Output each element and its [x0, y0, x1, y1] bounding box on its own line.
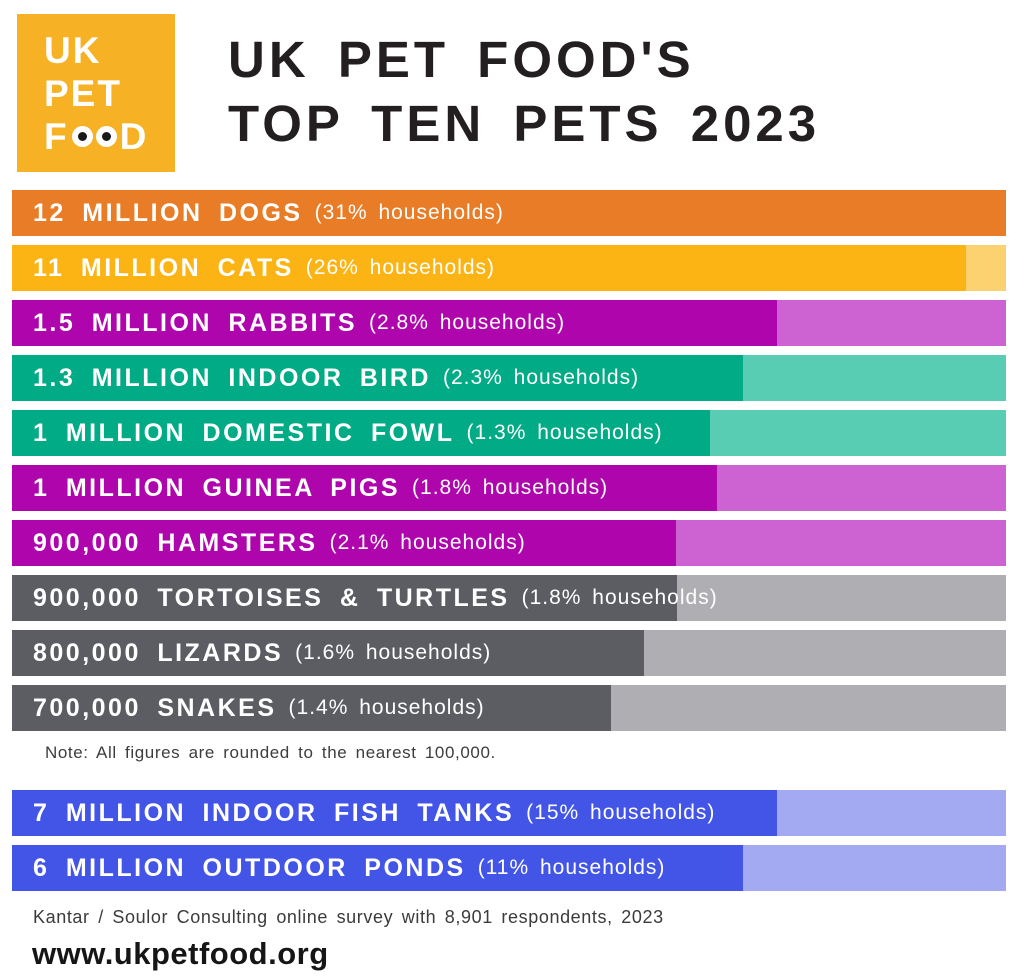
bar-sublabel: (1.6% households): [295, 641, 492, 664]
rounding-note: Note: All figures are rounded to the nea…: [45, 743, 496, 762]
bar-rabbits: 1.5 MILLION RABBITS (2.8% households): [12, 300, 1006, 346]
bar-label: 12 MILLION DOGS: [33, 198, 303, 227]
bar-sublabel: (1.8% households): [521, 586, 718, 609]
bar-hamsters: 900,000 HAMSTERS (2.1% households): [12, 520, 1006, 566]
bar-guinea-pigs: 1 MILLION GUINEA PIGS (1.8% households): [12, 465, 1006, 511]
bar-fill: 11 MILLION CATS (26% households): [12, 245, 967, 291]
header: UK PET F D UK PET FOOD'S TOP TEN PETS 20…: [0, 0, 1024, 190]
logo-text-uk: UK: [44, 29, 102, 71]
bar-label: 11 MILLION CATS: [33, 253, 294, 282]
bar-sublabel: (2.1% households): [329, 531, 526, 554]
bar-label: 1 MILLION GUINEA PIGS: [33, 473, 401, 502]
bar-sublabel: (26% households): [305, 256, 496, 279]
bar-snakes: 700,000 SNAKES (1.4% households): [12, 685, 1006, 731]
bar-sublabel: (1.8% households): [412, 476, 609, 499]
bar-fill: 6 MILLION OUTDOOR PONDS (11% households): [12, 845, 743, 891]
bar-outdoor-ponds: 6 MILLION OUTDOOR PONDS (11% households): [12, 845, 1006, 891]
page-title: UK PET FOOD'S TOP TEN PETS 2023: [228, 28, 820, 156]
bar-lizards: 800,000 LIZARDS (1.6% households): [12, 630, 1006, 676]
section-gap: [12, 763, 1006, 790]
bar-fill: 1.3 MILLION INDOOR BIRD (2.3% households…: [12, 355, 743, 401]
bar-fill: 700,000 SNAKES (1.4% households): [12, 685, 612, 731]
bar-sublabel: (2.3% households): [442, 366, 640, 389]
logo-text-food: F D: [44, 116, 175, 157]
bar-label: 700,000 SNAKES: [33, 693, 277, 722]
bar-sublabel: (11% households): [477, 856, 666, 879]
bar-sublabel: (1.4% households): [288, 696, 485, 719]
bar-label: 6 MILLION OUTDOOR PONDS: [33, 853, 466, 882]
page-title-line2: TOP TEN PETS 2023: [228, 95, 821, 152]
bar-domestic-fowl: 1 MILLION DOMESTIC FOWL (1.3% households…: [12, 410, 1006, 456]
ukpetfood-logo: UK PET F D: [17, 14, 175, 172]
bar-sublabel: (1.3% households): [466, 421, 663, 444]
logo-text-pet: PET: [44, 72, 122, 114]
bar-indoor-bird: 1.3 MILLION INDOOR BIRD (2.3% households…: [12, 355, 1006, 401]
bar-label: 1.5 MILLION RABBITS: [33, 308, 358, 337]
bar-sublabel: (2.8% households): [369, 311, 566, 334]
bar-dogs: 12 MILLION DOGS (31% households): [12, 190, 1006, 236]
bar-fill: 900,000 HAMSTERS (2.1% households): [12, 520, 676, 566]
bar-sublabel: (31% households): [314, 201, 504, 224]
bar-label: 900,000 HAMSTERS: [33, 528, 318, 557]
logo-eye-dot-icon: [71, 125, 93, 147]
bar-label: 1 MILLION DOMESTIC FOWL: [33, 418, 455, 447]
bar-fill: 7 MILLION INDOOR FISH TANKS (15% househo…: [12, 790, 778, 836]
bar-label: 800,000 LIZARDS: [33, 638, 284, 667]
bar-fill: 900,000 TORTOISES & TURTLES (1.8% househ…: [12, 575, 717, 621]
survey-source: Kantar / Soulor Consulting online survey…: [33, 907, 664, 927]
bar-fill: 1 MILLION GUINEA PIGS (1.8% households): [12, 465, 717, 511]
bar-fill: 1 MILLION DOMESTIC FOWL (1.3% households…: [12, 410, 710, 456]
bar-label: 1.3 MILLION INDOOR BIRD: [33, 363, 431, 392]
website-url: www.ukpetfood.org: [32, 936, 329, 971]
bar-fill: 1.5 MILLION RABBITS (2.8% households): [12, 300, 778, 346]
logo-eye-dot-icon: [95, 125, 117, 147]
logo-letter-d: D: [119, 115, 149, 157]
bar-tortoises-turtles: 900,000 TORTOISES & TURTLES (1.8% househ…: [12, 575, 1006, 621]
bar-label: 900,000 TORTOISES & TURTLES: [33, 583, 510, 612]
bar-fill: 800,000 LIZARDS (1.6% households): [12, 630, 645, 676]
page-title-line1: UK PET FOOD'S: [228, 31, 695, 88]
bar-chart: 12 MILLION DOGS (31% households) 11 MILL…: [12, 190, 1006, 891]
logo-letter-f: F: [44, 115, 69, 157]
bar-sublabel: (15% households): [526, 801, 716, 824]
bar-indoor-fish-tanks: 7 MILLION INDOOR FISH TANKS (15% househo…: [12, 790, 1006, 836]
bar-fill: 12 MILLION DOGS (31% households): [12, 190, 1006, 236]
bar-cats: 11 MILLION CATS (26% households): [12, 245, 1006, 291]
bar-label: 7 MILLION INDOOR FISH TANKS: [33, 798, 515, 827]
